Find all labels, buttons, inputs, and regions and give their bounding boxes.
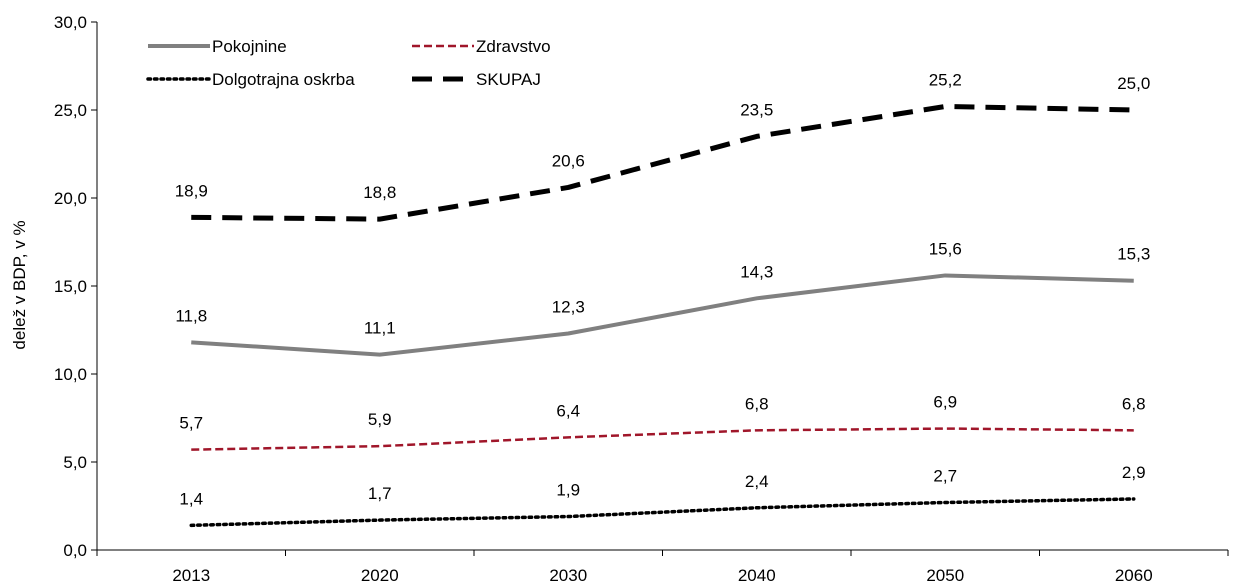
data-label-zdravstvo: 6,8 [1122, 394, 1146, 413]
data-label-skupaj: 18,9 [175, 181, 208, 200]
y-axis-title: delež v BDP, v % [10, 220, 29, 349]
data-label-pokojnine: 14,3 [740, 262, 773, 281]
legend: Pokojnine Zdravstvo Dolgotrajna oskrba SKUP… [146, 37, 551, 89]
x-tick-label: 2030 [549, 566, 587, 585]
data-label-zdravstvo: 5,9 [368, 410, 392, 429]
series-line-pokojnine [191, 273, 1134, 357]
data-label-dolgotrajna-oskrba: 2,9 [1122, 463, 1146, 482]
data-label-zdravstvo: 6,4 [556, 401, 580, 420]
series-line-dolgotrajna-oskrba [189, 497, 1136, 528]
series-lines [189, 103, 1136, 528]
data-label-skupaj: 20,6 [552, 151, 585, 170]
data-label-pokojnine: 11,8 [175, 306, 207, 325]
data-label-dolgotrajna-oskrba: 2,4 [745, 472, 769, 491]
x-tick-label: 2060 [1115, 566, 1153, 585]
data-label-zdravstvo: 6,9 [933, 393, 957, 412]
y-tick-label: 15,0 [54, 277, 87, 296]
series-line-zdravstvo [191, 427, 1134, 451]
y-tick-label: 10,0 [54, 365, 87, 384]
series-line-skupaj [191, 103, 1134, 222]
x-tick-label: 2020 [361, 566, 399, 585]
y-tick-label: 0,0 [63, 541, 87, 560]
data-label-pokojnine: 12,3 [552, 298, 585, 317]
data-label-zdravstvo: 5,7 [179, 414, 203, 433]
data-label-pokojnine: 15,3 [1117, 245, 1150, 264]
data-label-skupaj: 23,5 [740, 100, 773, 119]
data-label-dolgotrajna-oskrba: 2,7 [933, 466, 957, 485]
legend-label-dolgotrajna-oskrba: Dolgotrajna oskrba [212, 70, 355, 89]
data-label-dolgotrajna-oskrba: 1,9 [556, 481, 580, 500]
y-tick-label: 5,0 [63, 453, 87, 472]
legend-label-skupaj: SKUPAJ [476, 70, 541, 89]
data-label-skupaj: 25,0 [1117, 74, 1150, 93]
x-tick-label: 2013 [172, 566, 210, 585]
data-label-dolgotrajna-oskrba: 1,7 [368, 484, 392, 503]
data-label-dolgotrajna-oskrba: 1,4 [179, 489, 203, 508]
data-labels: 11,8 11,1 12,3 14,3 15,6 15,3 5,7 5,9 6,4 6,8 6,9 6… [175, 70, 1151, 508]
data-label-pokojnine: 11,1 [364, 319, 396, 338]
legend-label-pokojnine: Pokojnine [212, 37, 287, 56]
y-tick-label: 20,0 [54, 189, 87, 208]
data-label-skupaj: 25,2 [929, 70, 962, 89]
data-label-pokojnine: 15,6 [929, 239, 962, 258]
x-tick-label: 2040 [738, 566, 776, 585]
x-tick-label: 2050 [926, 566, 964, 585]
axes: 0,0 5,0 10,0 15,0 20,0 25,0 30,0 2013 2020 2030 20… [54, 13, 1229, 585]
y-tick-label: 30,0 [54, 13, 87, 32]
data-label-skupaj: 18,8 [363, 183, 396, 202]
y-tick-label: 25,0 [54, 101, 87, 120]
legend-label-zdravstvo: Zdravstvo [476, 37, 551, 56]
data-label-zdravstvo: 6,8 [745, 394, 769, 413]
